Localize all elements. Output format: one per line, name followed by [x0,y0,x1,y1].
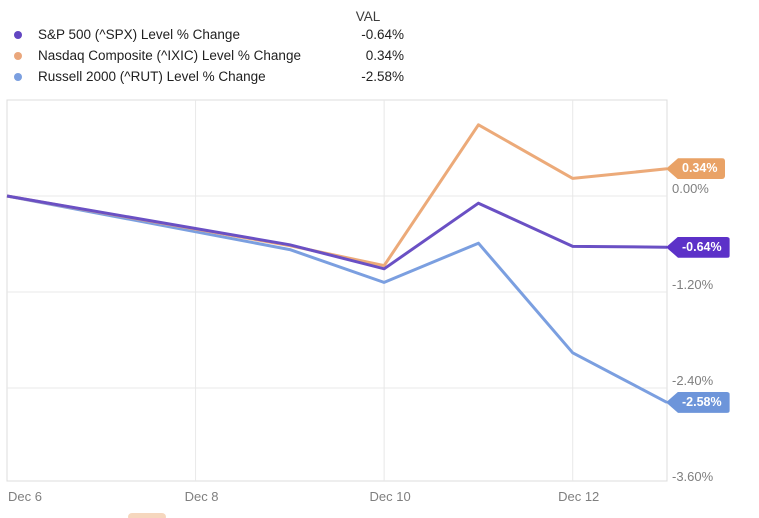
x-axis-tick: Dec 10 [369,489,411,504]
x-axis-tick: Dec 8 [184,489,219,504]
legend-value-rut: -2.58% [361,69,404,84]
legend-item-spx[interactable]: S&P 500 (^SPX) Level % Change -0.64% [14,24,404,45]
series-dot-rut [14,72,22,81]
series-line-spx[interactable] [6,194,668,271]
series-dot-spx [14,30,22,39]
series-dot-ixic [14,51,22,60]
legend-item-ixic[interactable]: Nasdaq Composite (^IXIC) Level % Change … [14,45,404,66]
gridlines [7,100,667,481]
legend-label-ixic: Nasdaq Composite (^IXIC) Level % Change [38,48,301,63]
legend-label-rut: Russell 2000 (^RUT) Level % Change [38,69,266,84]
y-axis-tick: -1.20% [672,277,714,292]
legend-header-row: VAL [14,8,404,24]
series-lines[interactable] [6,123,668,404]
last-value-badge-ixic: 0.34% [666,158,726,180]
legend: VAL S&P 500 (^SPX) Level % Change -0.64%… [14,8,404,87]
series-line-rut[interactable] [6,194,668,404]
y-axis-tick: -2.40% [672,373,714,388]
legend-item-rut[interactable]: Russell 2000 (^RUT) Level % Change -2.58… [14,66,404,87]
legend-value-spx: -0.64% [361,27,404,42]
y-axis-tick: -3.60% [672,469,714,484]
legend-val-header: VAL [355,8,381,24]
plot-area-border [6,99,668,482]
y-axis-tick: 0.00% [672,181,709,196]
x-axis-tick: Dec 12 [558,489,600,504]
x-axis-tick: Dec 6 [8,489,42,504]
legend-value-ixic: 0.34% [365,48,404,63]
cropped-artifact [128,513,166,518]
last-value-badge-rut: -2.58% [666,391,730,413]
legend-label-spx: S&P 500 (^SPX) Level % Change [38,27,240,42]
last-value-badge-spx: -0.64% [666,236,730,258]
